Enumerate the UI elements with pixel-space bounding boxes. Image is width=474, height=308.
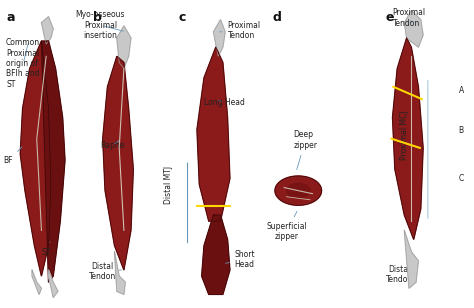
Polygon shape bbox=[392, 38, 423, 239]
Polygon shape bbox=[197, 47, 230, 221]
Polygon shape bbox=[275, 176, 321, 205]
Polygon shape bbox=[41, 41, 65, 282]
Text: Common
Proximal
origin of
BFlh and
ST: Common Proximal origin of BFlh and ST bbox=[6, 38, 40, 89]
Polygon shape bbox=[404, 230, 419, 288]
Text: BF: BF bbox=[4, 147, 22, 165]
Polygon shape bbox=[213, 20, 225, 56]
Polygon shape bbox=[201, 215, 230, 294]
Text: Proximal MCJ: Proximal MCJ bbox=[400, 111, 409, 160]
Text: Proximal
Tendon: Proximal Tendon bbox=[392, 8, 426, 28]
Text: Long Head: Long Head bbox=[204, 98, 245, 107]
Text: Myo-osseous
Proximal
insertion: Myo-osseous Proximal insertion bbox=[75, 10, 125, 40]
Text: Raphe: Raphe bbox=[100, 140, 125, 150]
Text: ST: ST bbox=[41, 242, 51, 257]
Text: Superficial
zipper: Superficial zipper bbox=[266, 211, 307, 241]
Polygon shape bbox=[41, 17, 53, 44]
Polygon shape bbox=[48, 270, 58, 298]
Text: Distal
Tendon: Distal Tendon bbox=[89, 262, 121, 281]
Text: Distal MTJ: Distal MTJ bbox=[164, 165, 173, 204]
Text: d: d bbox=[273, 10, 281, 23]
Polygon shape bbox=[117, 26, 131, 69]
Text: b: b bbox=[93, 10, 102, 23]
Polygon shape bbox=[103, 56, 133, 270]
Text: c: c bbox=[178, 10, 185, 23]
Text: B: B bbox=[458, 126, 464, 135]
Text: Short
Head: Short Head bbox=[226, 249, 255, 269]
Text: C: C bbox=[458, 174, 464, 184]
Text: a: a bbox=[6, 10, 15, 23]
Polygon shape bbox=[115, 252, 125, 294]
Polygon shape bbox=[32, 270, 41, 294]
Text: A: A bbox=[458, 86, 464, 95]
Text: Proximal
Tendon: Proximal Tendon bbox=[219, 21, 261, 40]
Polygon shape bbox=[404, 10, 423, 47]
Text: Distal
Tendon: Distal Tendon bbox=[386, 258, 414, 284]
Polygon shape bbox=[20, 41, 51, 276]
Text: e: e bbox=[385, 10, 394, 23]
Polygon shape bbox=[287, 183, 310, 198]
Text: Deep
zipper: Deep zipper bbox=[293, 131, 318, 170]
